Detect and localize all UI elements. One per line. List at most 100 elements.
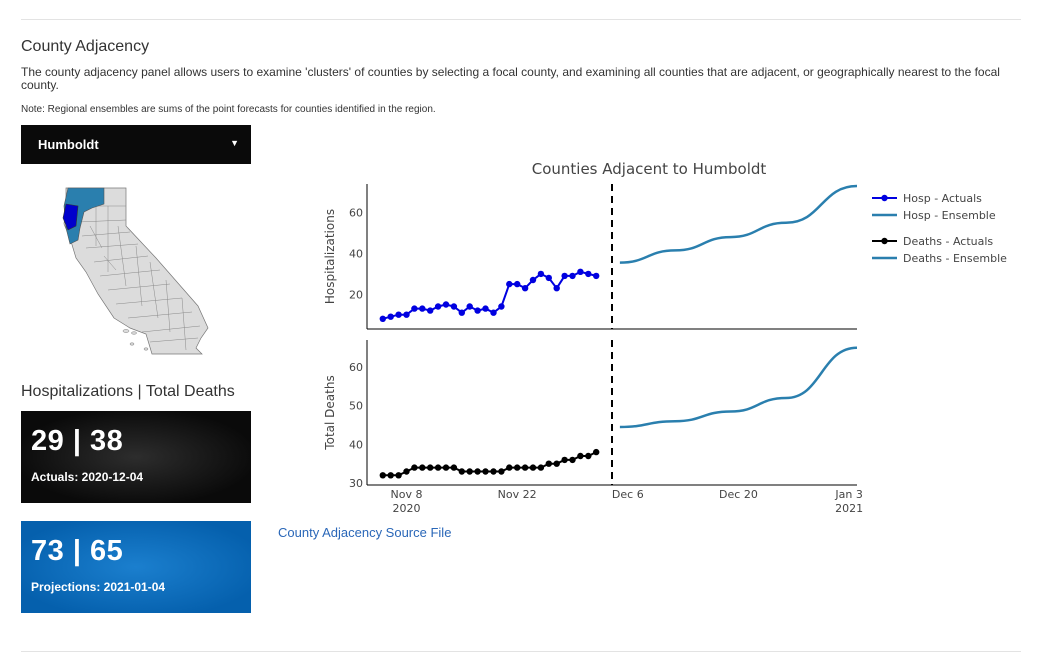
hosp-y-tick-label: 20 [349, 288, 363, 301]
hosp-actuals-point [482, 305, 489, 312]
chart-title: Counties Adjacent to Humboldt [532, 160, 767, 178]
hosp-actuals-point [379, 315, 386, 322]
deaths-y-tick-label: 50 [349, 400, 363, 413]
hosp-actuals-point [529, 276, 537, 284]
hosp-actuals-line [382, 270, 597, 320]
deaths-actuals-point [593, 448, 600, 456]
hosp-y-tick-label: 60 [349, 207, 363, 220]
section-note: Note: Regional ensembles are sums of the… [21, 104, 436, 115]
deaths-y-tick-label: 30 [349, 477, 363, 490]
deaths-actuals-point [569, 456, 576, 464]
top-divider [21, 19, 1021, 20]
hosp-ensemble-line [619, 184, 858, 264]
hosp-actuals-point [498, 303, 505, 310]
hosp-actuals-point [577, 268, 584, 275]
hosp-actuals-point [553, 285, 560, 292]
deaths-actuals-point [521, 464, 529, 471]
projections-card: 73 | 65 Projections: 2021-01-04 [21, 521, 251, 613]
hosp-actuals-point [490, 309, 497, 316]
deaths-actuals-point [434, 464, 442, 471]
hosp-actuals-point [506, 280, 513, 288]
deaths-actuals-point [403, 468, 410, 475]
deaths-actuals-point [379, 472, 386, 479]
deaths-y-tick-label: 60 [349, 361, 363, 374]
hosp-actuals-point [450, 303, 458, 310]
deaths-actuals-point [514, 464, 521, 471]
hosp-y-tick-label: 40 [349, 247, 363, 260]
section-title: County Adjacency [21, 38, 150, 55]
hosp-actuals-point [442, 301, 450, 308]
deaths-actuals-point [450, 464, 458, 471]
bottom-divider [21, 651, 1021, 652]
legend-label: Hosp - Ensemble [903, 209, 996, 222]
deaths-y-tick-label: 40 [349, 438, 363, 451]
deaths-actuals-point [482, 468, 489, 475]
hosp-actuals-point [419, 305, 426, 312]
legend-label: Hosp - Actuals [903, 192, 982, 205]
deaths-ensemble-line [619, 346, 858, 429]
california-county-map [62, 187, 209, 355]
hosp-actuals-point [585, 270, 592, 278]
hosp-actuals-point [474, 307, 481, 314]
stats-title: Hospitalizations | Total Deaths [21, 383, 235, 400]
hosp-actuals-point [593, 272, 600, 280]
county-select-value: Humboldt [38, 137, 99, 152]
deaths-actuals-point [553, 460, 560, 467]
projections-date-label: Projections: 2021-01-04 [31, 580, 166, 594]
deaths-actuals-point [585, 452, 592, 460]
source-file-link[interactable]: County Adjacency Source File [278, 525, 452, 540]
chevron-down-icon: ▼ [230, 138, 239, 148]
legend-label: Deaths - Actuals [903, 235, 993, 248]
hosp-actuals-point [521, 285, 529, 292]
hosp-actuals-point [411, 305, 418, 312]
deaths-actuals-point [419, 464, 426, 471]
legend-swatch-dot [881, 194, 888, 202]
california-outline [63, 187, 209, 355]
deaths-actuals-point [577, 452, 584, 460]
deaths-actuals-point [561, 456, 568, 464]
legend-label: Deaths - Ensemble [903, 252, 1007, 265]
x-tick-label: Nov 8 [391, 488, 423, 501]
deaths-actuals-point [387, 472, 394, 479]
hosp-actuals-point [514, 280, 521, 288]
deaths-actuals-point [458, 468, 465, 475]
hosp-actuals-point [545, 274, 552, 282]
adjacency-chart: Counties Adjacent to Humboldt 20 40 60 Hospi… [323, 160, 1007, 515]
hosp-actuals-point [466, 303, 473, 310]
deaths-y-axis-label: Total Deaths [323, 375, 337, 450]
humboldt-county [62, 203, 79, 231]
hosp-actuals-point [387, 313, 394, 320]
deaths-actuals-point [442, 464, 450, 471]
deaths-actuals-point [395, 472, 402, 479]
county-select[interactable]: Humboldt ▼ [21, 125, 251, 164]
x-tick-year-label: 2020 [393, 502, 421, 515]
deaths-actuals-point [427, 464, 434, 471]
deaths-actuals-point [498, 468, 505, 475]
deaths-actuals-point [474, 468, 481, 475]
deaths-actuals-point [537, 464, 545, 471]
hosp-actuals-point [569, 272, 576, 280]
hosp-actuals-point [395, 311, 402, 318]
deaths-actuals-line [382, 451, 597, 477]
deaths-actuals-point [506, 464, 513, 471]
x-tick-label: Nov 22 [498, 488, 537, 501]
x-tick-year-label: 2021 [835, 502, 863, 515]
hosp-y-axis-label: Hospitalizations [323, 209, 337, 304]
x-tick-label: Dec 20 [719, 488, 758, 501]
hosp-actuals-point [403, 311, 410, 318]
hosp-actuals-point [434, 303, 442, 310]
hosp-actuals-point [561, 272, 568, 280]
hosp-actuals-point [458, 309, 465, 316]
deaths-actuals-point [545, 460, 552, 467]
x-tick-label: Dec 6 [612, 488, 644, 501]
deaths-actuals-point [529, 464, 537, 471]
actuals-date-label: Actuals: 2020-12-04 [31, 470, 144, 484]
deaths-actuals-point [411, 464, 418, 471]
actuals-value: 29 | 38 [31, 425, 124, 457]
hosp-actuals-point [537, 270, 545, 278]
projections-value: 73 | 65 [31, 535, 124, 567]
actuals-card: 29 | 38 Actuals: 2020-12-04 [21, 411, 251, 503]
legend-swatch-dot [881, 237, 888, 245]
deaths-actuals-point [466, 468, 473, 475]
deaths-actuals-point [490, 468, 497, 475]
